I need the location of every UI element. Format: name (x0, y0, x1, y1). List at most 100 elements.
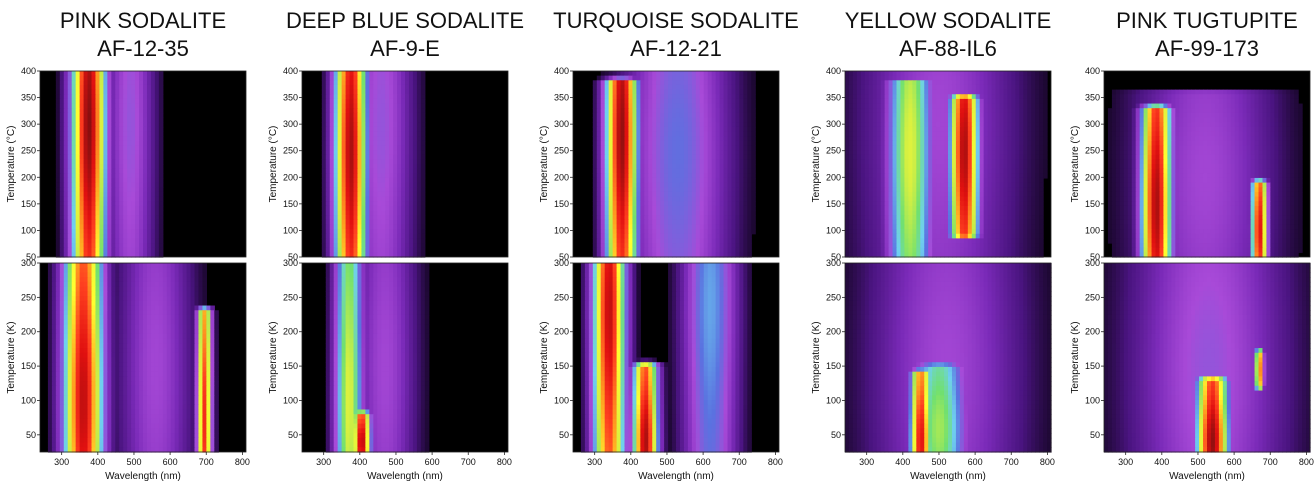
heatmap-cell (55, 215, 61, 221)
heatmap-cell (75, 71, 81, 77)
heatmap-cell (63, 390, 69, 396)
heatmap-cell (381, 348, 386, 354)
heatmap-cell (345, 84, 351, 91)
heatmap-cell (337, 103, 343, 109)
heatmap-cell (353, 291, 359, 297)
heatmap-cell (87, 215, 93, 221)
heatmap-cell (345, 366, 351, 373)
heatmap-cell (59, 89, 65, 95)
heatmap-cell (166, 291, 172, 297)
heatmap-cell (329, 281, 335, 288)
heatmap-cell (325, 352, 331, 359)
heatmap-cell (357, 126, 363, 133)
heatmap-cell (123, 89, 128, 95)
heatmap-cell (87, 210, 93, 216)
heatmap-cell (345, 348, 351, 354)
heatmap-cell (377, 112, 382, 119)
heatmap-cell (381, 117, 386, 123)
heatmap-cell (79, 400, 85, 406)
heatmap-cell (143, 277, 148, 283)
heatmap-cell (329, 310, 335, 316)
heatmap-cell (357, 229, 363, 235)
heatmap-cell (369, 447, 374, 453)
heatmap-cell (166, 381, 172, 387)
heatmap-cell (361, 215, 366, 221)
heatmap-cell (405, 150, 410, 156)
heatmap-cell (123, 267, 128, 274)
heatmap-cell (341, 229, 347, 235)
heatmap-cell (150, 126, 156, 133)
heatmap-cell (127, 252, 132, 258)
heatmap-cell (71, 366, 77, 373)
heatmap-cell (397, 94, 402, 100)
heatmap-cell (79, 131, 85, 137)
heatmap-cell (63, 173, 69, 179)
heatmap-cell (107, 140, 112, 146)
heatmap-cell (131, 131, 136, 137)
heatmap-cell (206, 362, 211, 368)
heatmap-cell (393, 71, 398, 77)
heatmap-cell (373, 75, 378, 81)
heatmap-cell (420, 385, 426, 392)
heatmap-cell (79, 126, 85, 133)
heatmap-cell (103, 89, 108, 95)
heatmap-cell (341, 247, 347, 253)
heatmap-cell (131, 381, 136, 387)
heatmap-cell (131, 400, 136, 406)
heatmap-cell (91, 98, 97, 105)
heatmap-cell (424, 376, 430, 382)
heatmap-cell (107, 219, 112, 226)
heatmap-cell (115, 442, 120, 448)
heatmap-cell (341, 267, 347, 274)
x-tick-label: 800 (497, 457, 512, 467)
heatmap-cell (158, 447, 164, 453)
heatmap-cell (361, 89, 366, 95)
heatmap-cell (95, 291, 101, 297)
heatmap-cell (83, 238, 89, 244)
heatmap-cell (373, 224, 378, 230)
heatmap-cell (182, 310, 188, 316)
heatmap-cell (55, 366, 61, 373)
heatmap-cell (385, 291, 390, 297)
heatmap-cell (123, 173, 128, 179)
heatmap-cell (381, 108, 386, 114)
heatmap-cell (329, 329, 335, 335)
heatmap-cell (150, 376, 156, 382)
heatmap-cell (349, 191, 355, 198)
heatmap-cell (608, 71, 614, 77)
heatmap-cell (401, 229, 406, 235)
heatmap-cell (377, 314, 382, 321)
heatmap-cell (401, 400, 406, 406)
heatmap-cell (55, 277, 61, 283)
heatmap-cell (385, 196, 390, 202)
heatmap-cell (381, 164, 386, 170)
heatmap-cell (115, 423, 120, 429)
heatmap-cell (408, 404, 414, 411)
heatmap-cell (154, 310, 160, 316)
heatmap-cell (59, 305, 65, 311)
heatmap-cell (389, 428, 394, 434)
heatmap-cell (87, 390, 93, 396)
heatmap-cell (123, 224, 128, 230)
heatmap-cell (405, 310, 410, 316)
heatmap-cell (158, 140, 164, 146)
heatmap-cell (405, 376, 410, 382)
heatmap-cell (111, 173, 116, 179)
heatmap-cell (329, 414, 335, 420)
heatmap-cell (63, 238, 69, 244)
heatmap-cell (401, 305, 406, 311)
heatmap-cell (389, 338, 394, 344)
heatmap-cell (87, 310, 93, 316)
heatmap-cell (158, 136, 164, 142)
heatmap-cell (420, 108, 426, 114)
heatmap-cell (424, 305, 430, 311)
heatmap-cell (119, 201, 124, 207)
heatmap-cell (51, 395, 57, 401)
heatmap-cell (420, 224, 426, 230)
heatmap-cell (143, 252, 148, 258)
heatmap-cell (329, 247, 335, 253)
heatmap-cell (341, 338, 347, 344)
heatmap-cell (353, 80, 359, 86)
heatmap-cell (182, 267, 188, 274)
heatmap-cell (345, 243, 351, 249)
